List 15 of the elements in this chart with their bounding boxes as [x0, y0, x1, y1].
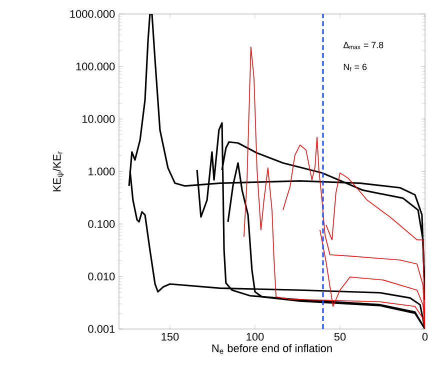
y-tick-label: 0.010	[88, 272, 115, 280]
x-tick-label: 100	[246, 332, 264, 341]
x-tick-label: 50	[334, 332, 346, 341]
y-tick-label: 0.100	[88, 220, 115, 228]
y-tick-label: 1.000	[88, 168, 115, 176]
annotation: Δ$_{max}$ = 7.8	[343, 42, 384, 50]
x-axis-title: N$_{e}$ before end of inflation	[212, 344, 332, 354]
y-tick-label: 100.000	[76, 62, 115, 70]
y-tick-label: 0.001	[88, 325, 115, 333]
y-tick-label: 10.000	[82, 115, 115, 123]
y-tick-label: 1000.000	[70, 10, 115, 18]
y-axis-title: KE$_{ψ}$/KE$_{r}$	[52, 151, 64, 192]
x-tick-label: 150	[162, 332, 179, 341]
x-tick-label: 0	[422, 332, 428, 341]
annotation: N$_{f}$ = 6	[344, 64, 367, 72]
